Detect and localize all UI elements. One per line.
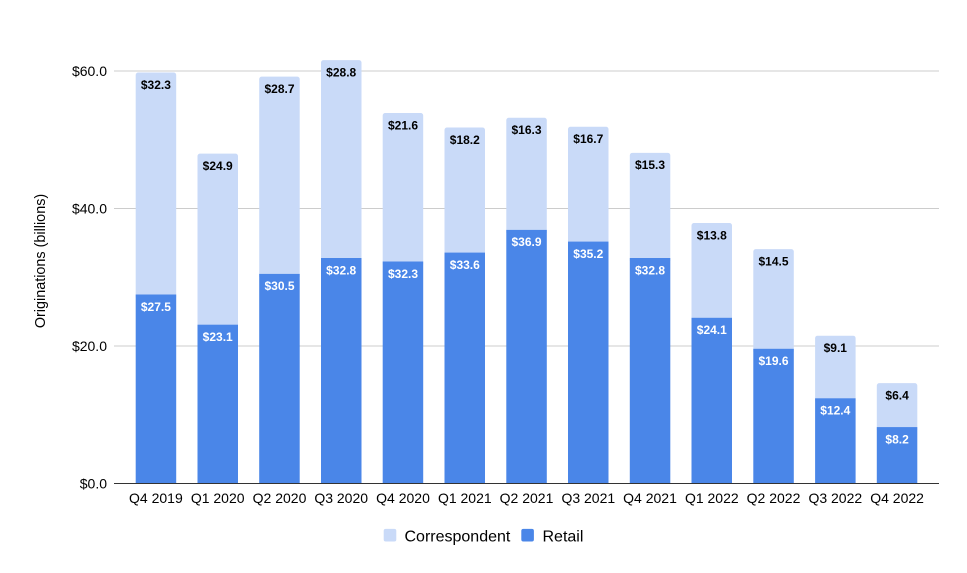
svg-text:$9.1: $9.1 [824, 341, 848, 355]
svg-text:Q2 2020: Q2 2020 [253, 490, 307, 506]
svg-text:$24.9: $24.9 [203, 159, 233, 173]
svg-text:$32.8: $32.8 [326, 263, 356, 277]
svg-text:$16.7: $16.7 [573, 132, 603, 146]
svg-text:$32.3: $32.3 [388, 267, 418, 281]
svg-text:$32.3: $32.3 [141, 78, 171, 92]
svg-text:$36.9: $36.9 [511, 235, 541, 249]
svg-text:$33.6: $33.6 [450, 258, 480, 272]
svg-text:Q2 2022: Q2 2022 [747, 490, 801, 506]
svg-text:$20.0: $20.0 [72, 338, 107, 354]
svg-text:Q4 2021: Q4 2021 [623, 490, 677, 506]
svg-text:$27.5: $27.5 [141, 300, 171, 314]
svg-text:$60.0: $60.0 [72, 63, 107, 79]
svg-text:$40.0: $40.0 [72, 201, 107, 217]
svg-text:$8.2: $8.2 [885, 432, 909, 446]
svg-text:$24.1: $24.1 [697, 323, 727, 337]
svg-text:Q3 2022: Q3 2022 [808, 490, 862, 506]
svg-text:Q3 2021: Q3 2021 [561, 490, 615, 506]
svg-text:Q4 2020: Q4 2020 [376, 490, 430, 506]
svg-text:$12.4: $12.4 [820, 404, 850, 418]
svg-text:Retail: Retail [543, 529, 584, 546]
svg-text:Q4 2022: Q4 2022 [870, 490, 924, 506]
svg-text:Q4 2019: Q4 2019 [129, 490, 183, 506]
svg-text:Correspondent: Correspondent [405, 529, 511, 546]
svg-text:$19.6: $19.6 [758, 354, 788, 368]
svg-text:$28.8: $28.8 [326, 65, 356, 79]
svg-text:$21.6: $21.6 [388, 118, 418, 132]
svg-text:$35.2: $35.2 [573, 247, 603, 261]
svg-text:$32.8: $32.8 [635, 263, 665, 277]
svg-text:$28.7: $28.7 [264, 82, 294, 96]
svg-text:Q2 2021: Q2 2021 [500, 490, 554, 506]
svg-text:$30.5: $30.5 [264, 279, 294, 293]
svg-text:$15.3: $15.3 [635, 158, 665, 172]
svg-text:Originations (billions): Originations (billions) [33, 194, 49, 328]
svg-text:$16.3: $16.3 [511, 123, 541, 137]
svg-text:Q3 2020: Q3 2020 [314, 490, 368, 506]
svg-text:Q1 2020: Q1 2020 [191, 490, 245, 506]
svg-text:Q1 2022: Q1 2022 [685, 490, 739, 506]
svg-text:Q1 2021: Q1 2021 [438, 490, 492, 506]
svg-text:$0.0: $0.0 [80, 476, 107, 492]
svg-text:$23.1: $23.1 [203, 330, 233, 344]
svg-text:$6.4: $6.4 [885, 388, 909, 402]
svg-text:$14.5: $14.5 [758, 254, 788, 268]
svg-text:$13.8: $13.8 [697, 228, 727, 242]
svg-text:$18.2: $18.2 [450, 133, 480, 147]
